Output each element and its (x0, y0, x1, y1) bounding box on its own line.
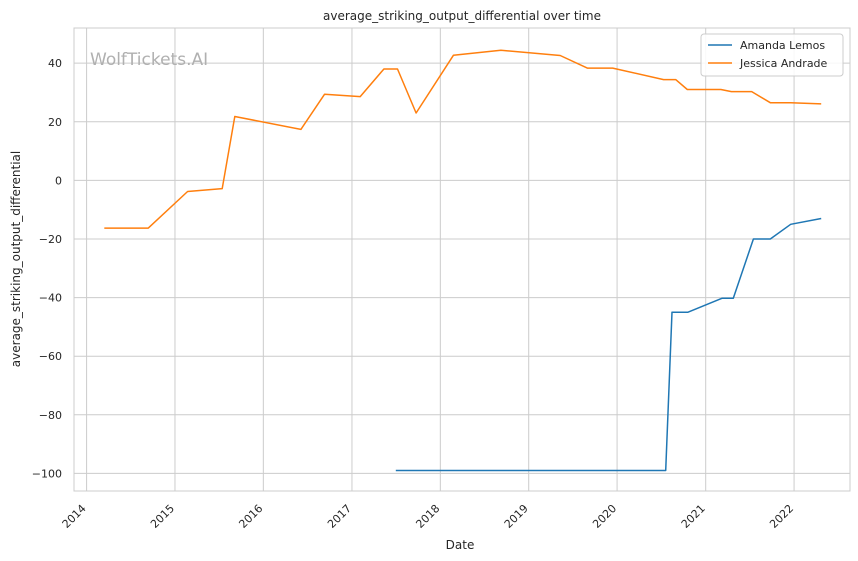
x-axis-title: Date (446, 538, 475, 552)
series-line-0 (395, 217, 822, 472)
y-tick-label: −20 (39, 233, 62, 246)
plot-frame (73, 27, 851, 492)
y-tick-label: 0 (55, 174, 62, 187)
x-tick-label: 2018 (413, 502, 442, 531)
x-tick-label: 2021 (679, 502, 708, 531)
y-tick-label: −60 (39, 350, 62, 363)
x-tick-label: 2022 (767, 502, 796, 531)
x-tick-label: 2019 (502, 502, 531, 531)
y-tick-label: −100 (32, 467, 62, 480)
x-tick-label: 2020 (590, 502, 619, 531)
plot-background (74, 28, 850, 491)
y-tick-label: 40 (48, 57, 62, 70)
watermark: WolfTickets.AI (90, 50, 208, 70)
y-axis-title: average_striking_output_differential (9, 151, 23, 367)
series-line-1 (104, 49, 822, 229)
legend: Amanda Lemos Jessica Andrade (700, 33, 844, 77)
y-tick-label: 20 (48, 116, 62, 129)
x-tick-labels: 2014 2015 2016 2017 2018 2019 2020 2021 2022 (60, 502, 796, 531)
legend-label: Amanda Lemos (740, 39, 825, 52)
grid-lines (74, 28, 850, 491)
chart-title: average_striking_output_differential ove… (323, 9, 601, 23)
y-tick-labels: 40 20 0 −20 −40 −60 −80 −100 (32, 57, 62, 480)
series-layer (104, 49, 822, 472)
y-tick-label: −40 (39, 292, 62, 305)
x-tick-label: 2015 (148, 502, 177, 531)
x-tick-label: 2016 (236, 502, 265, 531)
legend-label: Jessica Andrade (739, 57, 828, 70)
x-tick-label: 2017 (325, 502, 354, 531)
legend-box (700, 33, 844, 77)
x-tick-label: 2014 (60, 502, 89, 531)
y-tick-label: −80 (39, 409, 62, 422)
